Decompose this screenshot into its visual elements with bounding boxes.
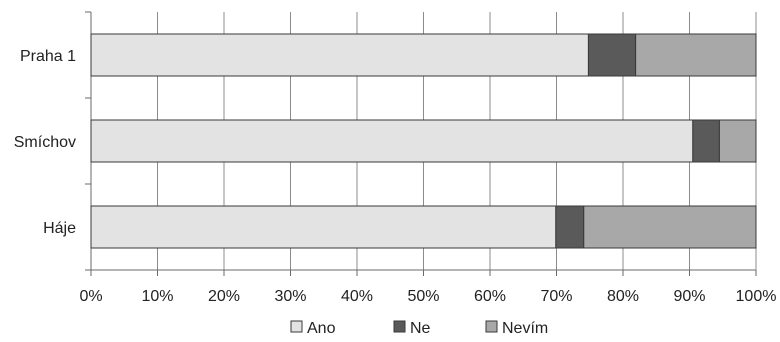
bar-segment-nevím <box>583 205 757 249</box>
x-tick-label: 60% <box>474 288 506 305</box>
x-tick-label: 20% <box>208 288 240 305</box>
x-tick-label: 90% <box>673 288 705 305</box>
bar-segment-ano <box>90 119 694 163</box>
x-tick-label: 30% <box>274 288 306 305</box>
bar-segment-ne <box>555 205 585 249</box>
legend-swatch <box>290 320 303 333</box>
legend-label: Ano <box>307 320 336 337</box>
legend: Ano Ne Nevím <box>290 320 548 337</box>
x-tick-label: 10% <box>141 288 173 305</box>
bar-segment-nevím <box>718 119 757 163</box>
x-tick-label: 80% <box>607 288 639 305</box>
category-label: Praha 1 <box>20 48 76 65</box>
legend-swatch <box>485 320 498 333</box>
category-labels: Praha 1 Smíchov Háje <box>14 48 76 237</box>
bar-segment-nevím <box>635 33 757 77</box>
bars <box>90 33 757 249</box>
x-tick-labels: 0% 10% 20% 30% 40% 50% 60% 70% 80% 90% 100% <box>79 288 776 305</box>
x-tick-label: 100% <box>736 288 777 305</box>
bar-segment-ano <box>90 205 557 249</box>
x-tick-label: 40% <box>341 288 373 305</box>
legend-label: Nevím <box>502 320 548 337</box>
bar-segment-ne <box>692 119 720 163</box>
bar-segment-ne <box>587 33 637 77</box>
category-label: Háje <box>43 220 76 237</box>
legend-swatch <box>393 320 406 333</box>
category-label: Smíchov <box>14 134 76 151</box>
x-tick-label: 0% <box>79 288 102 305</box>
x-tick-label: 50% <box>407 288 439 305</box>
legend-label: Ne <box>410 320 431 337</box>
bar-segment-ano <box>90 33 589 77</box>
x-tick-label: 70% <box>540 288 572 305</box>
